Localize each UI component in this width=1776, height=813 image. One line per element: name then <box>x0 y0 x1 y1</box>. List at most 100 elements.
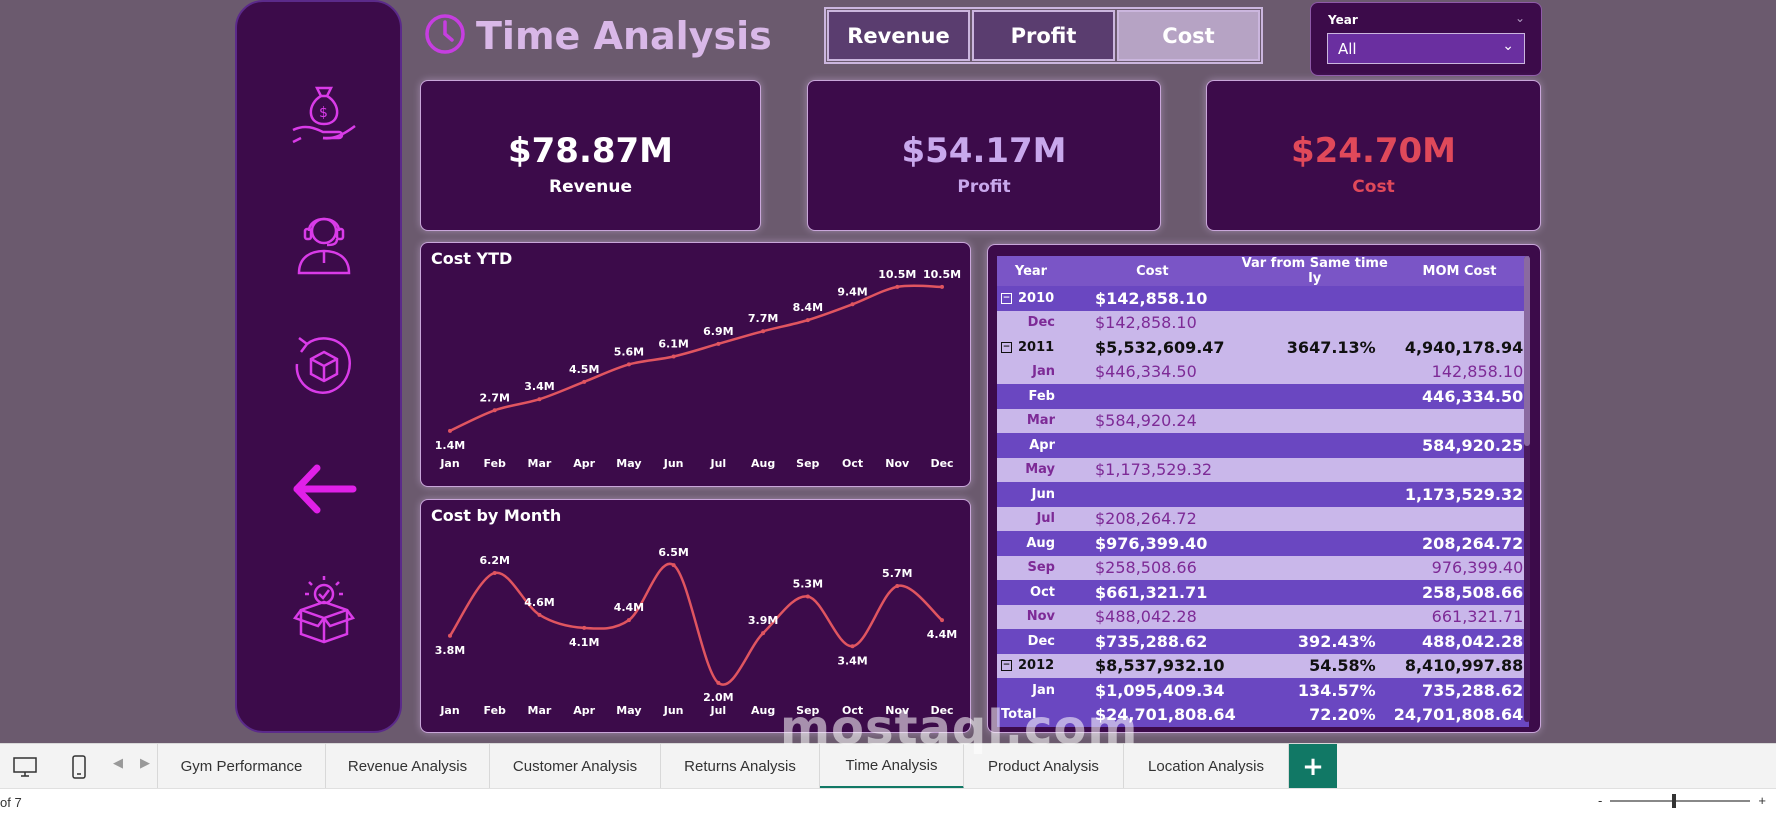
data-point[interactable] <box>895 284 900 289</box>
data-point[interactable] <box>940 284 944 289</box>
chevron-down-icon[interactable]: ⌄ <box>1514 11 1525 25</box>
data-point[interactable] <box>626 618 631 623</box>
cost-cell: $142,858.10 <box>1065 286 1240 311</box>
mobile-view-icon[interactable] <box>64 752 94 782</box>
cost-toggle-button[interactable]: Cost <box>1117 10 1260 61</box>
column-header-year[interactable]: Year <box>997 256 1065 286</box>
row-label-cell-text: Dec <box>1027 633 1055 649</box>
svg-text:$: $ <box>319 105 328 121</box>
table-scrollbar[interactable] <box>1524 256 1530 722</box>
year-dropdown-value: All <box>1338 39 1357 58</box>
data-point[interactable] <box>448 633 452 638</box>
data-point[interactable] <box>582 379 587 384</box>
collapse-icon[interactable]: − <box>1001 660 1012 672</box>
x-tick-label: May <box>616 457 641 470</box>
mom-cost-cell <box>1389 286 1530 311</box>
mom-cost-cell <box>1389 408 1530 433</box>
back-arrow-icon[interactable] <box>287 452 361 526</box>
var-cell: 134.57% <box>1239 678 1390 703</box>
var-cell: 72.20% <box>1239 702 1390 727</box>
profit-toggle-button[interactable]: Profit <box>972 10 1115 61</box>
data-point[interactable] <box>537 397 542 402</box>
zoom-slider[interactable] <box>1610 793 1751 808</box>
mom-cost-cell: 446,334.50 <box>1389 384 1530 409</box>
zoom-slider-thumb[interactable] <box>1672 793 1677 808</box>
column-header-cost[interactable]: Cost <box>1065 256 1240 286</box>
table-row: Sep $258,508.66 976,399.40 <box>997 555 1530 580</box>
cost-cell: $976,399.40 <box>1065 531 1240 556</box>
desktop-view-icon[interactable] <box>10 752 40 782</box>
table-row: Apr 584,920.25 <box>997 433 1530 458</box>
data-point[interactable] <box>582 625 587 630</box>
kpi-label: Profit <box>957 177 1011 197</box>
data-point[interactable] <box>448 428 452 433</box>
var-cell-text: 54.58% <box>1309 656 1376 676</box>
column-header-mom[interactable]: MOM Cost <box>1389 256 1530 286</box>
tab-revenue-analysis[interactable]: Revenue Analysis <box>326 744 490 789</box>
data-point[interactable] <box>850 302 855 307</box>
add-page-button[interactable]: + <box>1289 744 1337 789</box>
x-tick-label: Jul <box>710 457 727 470</box>
var-cell-text: 134.57% <box>1297 680 1376 700</box>
row-label-cell-text: Jun <box>1031 486 1055 502</box>
cost-ytd-plot: 1.4M Jan 2.7M Feb 3.4M Mar 4.5M Apr 5.6M May 6.1M J… <box>435 268 961 470</box>
zoom-in-button[interactable]: + <box>1758 793 1766 808</box>
mom-cost-cell: 8,410,997.88 <box>1389 653 1530 678</box>
data-label: 10.5M <box>878 268 916 281</box>
product-box-icon[interactable] <box>287 572 361 646</box>
data-point[interactable] <box>895 584 900 589</box>
scroll-tabs-left-icon[interactable]: ◀ <box>113 756 123 771</box>
data-point[interactable] <box>626 362 631 367</box>
collapse-icon[interactable]: − <box>1001 292 1012 304</box>
table-row: Total $24,701,808.64 72.20% 24,701,808.64 <box>997 702 1530 727</box>
cost-cell-text: $258,508.66 <box>1095 558 1197 578</box>
tab-time-analysis[interactable]: Time Analysis <box>820 744 964 789</box>
kpi-label: Cost <box>1352 177 1395 197</box>
cost-cell-text: $208,264.72 <box>1095 509 1197 529</box>
data-point[interactable] <box>492 408 497 413</box>
mom-cost-cell: 661,321.71 <box>1389 604 1530 629</box>
column-header-var[interactable]: Var from Same time ly <box>1239 256 1390 286</box>
status-bar: of 7 - + <box>0 788 1776 813</box>
dropdown-arrow-icon: ⌄ <box>1502 38 1514 54</box>
scroll-tabs-right-icon[interactable]: ▶ <box>140 756 150 771</box>
support-agent-icon[interactable] <box>287 205 361 279</box>
scrollbar-thumb[interactable] <box>1524 256 1530 446</box>
var-cell-text: 72.20% <box>1309 705 1376 725</box>
row-label-cell-text: Jan <box>1032 682 1055 698</box>
data-label: 6.1M <box>658 338 688 351</box>
var-cell: 54.58% <box>1239 653 1390 678</box>
data-point[interactable] <box>671 563 676 568</box>
data-point[interactable] <box>671 354 676 359</box>
returns-cycle-icon[interactable] <box>287 328 361 402</box>
data-point[interactable] <box>492 570 497 575</box>
tab-gym-performance[interactable]: Gym Performance <box>157 744 326 789</box>
data-point[interactable] <box>805 318 810 323</box>
var-cell <box>1239 457 1390 482</box>
mom-cost-cell: 1,173,529.32 <box>1389 482 1530 507</box>
data-label: 1.4M <box>435 439 465 452</box>
data-point[interactable] <box>716 680 721 685</box>
row-label-cell: −2011 <box>997 335 1065 360</box>
row-label-cell: Oct <box>997 580 1065 605</box>
table-row: Aug $976,399.40 208,264.72 <box>997 531 1530 556</box>
var-cell <box>1239 555 1390 580</box>
zoom-out-button[interactable]: - <box>1598 793 1603 808</box>
collapse-icon[interactable]: − <box>1001 341 1012 353</box>
cost-by-month-chart: Cost by Month 3.8M Jan 6.2M Feb 4.6M Mar 4.1M A… <box>420 499 971 733</box>
data-point[interactable] <box>761 631 766 636</box>
data-point[interactable] <box>805 594 810 599</box>
year-dropdown[interactable]: All ⌄ <box>1327 33 1525 64</box>
tab-product-analysis[interactable]: Product Analysis <box>964 744 1124 789</box>
tab-customer-analysis[interactable]: Customer Analysis <box>490 744 661 789</box>
x-tick-label: Jan <box>439 704 459 717</box>
data-point[interactable] <box>716 341 721 346</box>
data-point[interactable] <box>940 618 944 623</box>
data-point[interactable] <box>537 612 542 617</box>
tab-returns-analysis[interactable]: Returns Analysis <box>661 744 820 789</box>
money-bag-icon[interactable]: $ <box>287 78 361 152</box>
revenue-toggle-button[interactable]: Revenue <box>827 10 970 61</box>
tab-location-analysis[interactable]: Location Analysis <box>1124 744 1289 789</box>
data-point[interactable] <box>850 644 855 649</box>
data-point[interactable] <box>761 329 766 334</box>
